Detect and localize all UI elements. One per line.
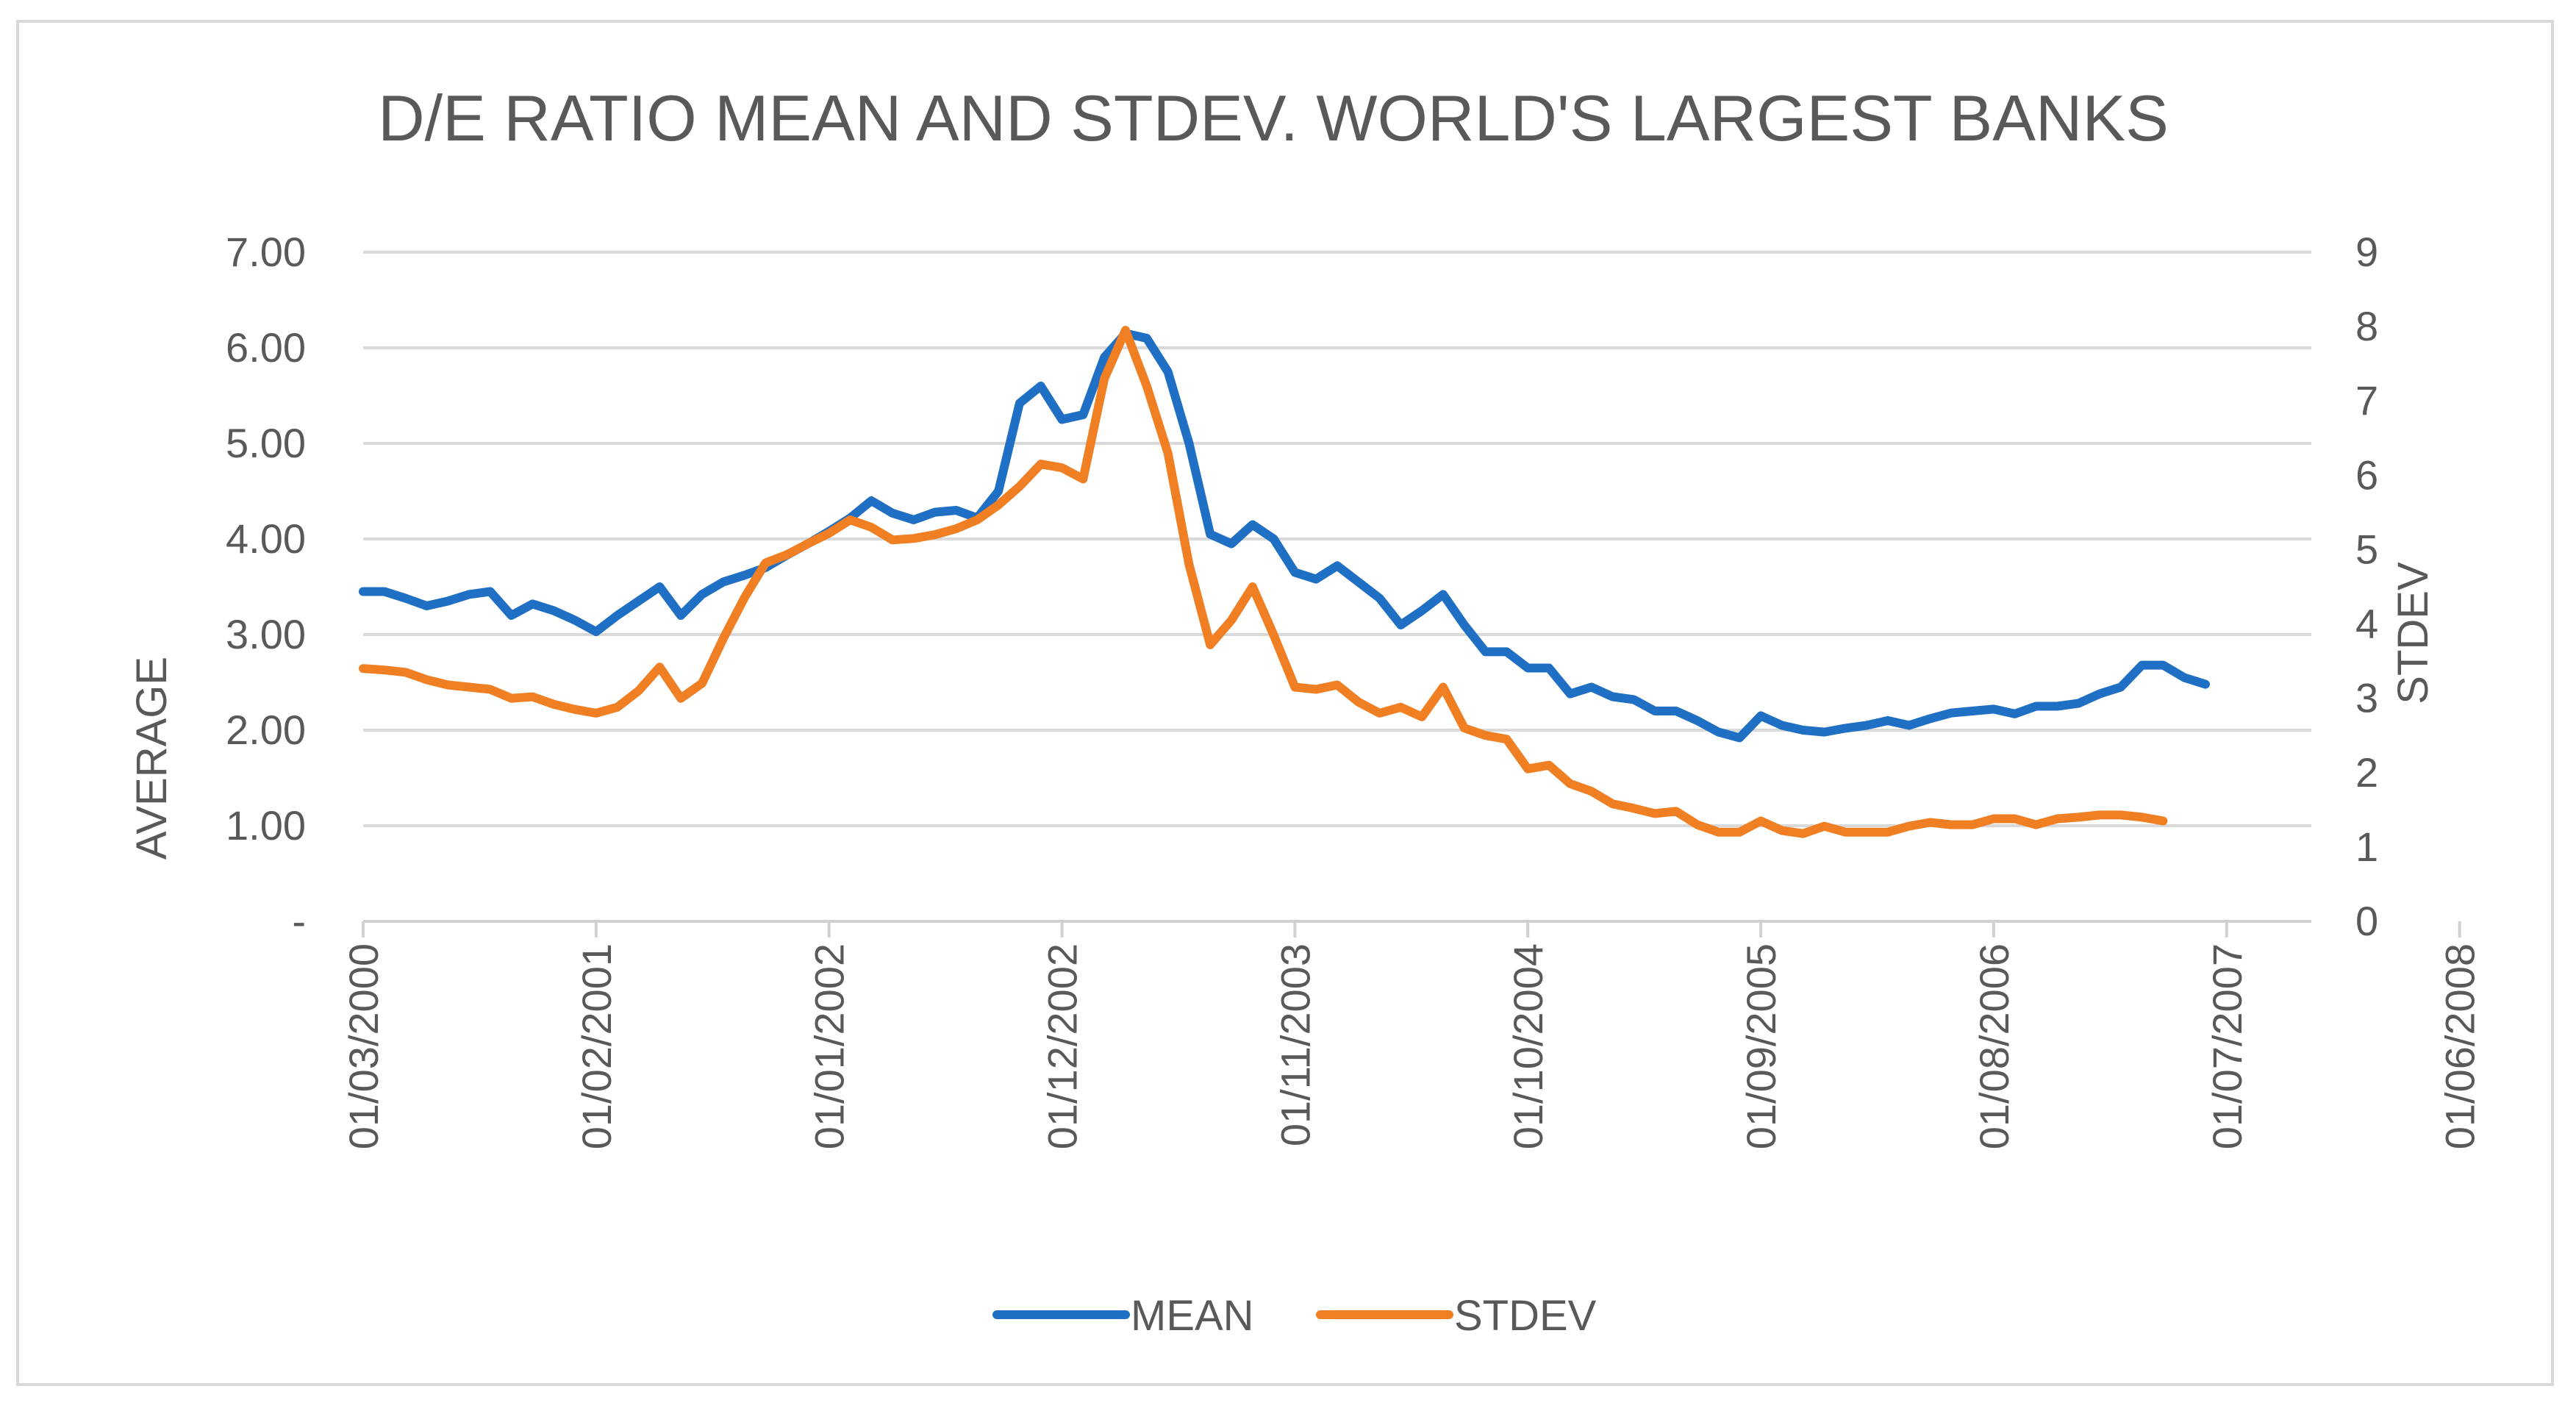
chart: D/E RATIO MEAN AND STDEV. WORLD'S LARGES… <box>128 82 2483 1340</box>
x-tick-label: 01/02/2001 <box>573 943 620 1149</box>
x-tick-label: 01/09/2005 <box>1738 943 1784 1149</box>
right-tick-label: 8 <box>2355 303 2378 349</box>
right-tick-label: 9 <box>2355 229 2378 275</box>
right-tick-label: 7 <box>2355 377 2378 424</box>
legend-label-stdev: STDEV <box>1454 1292 1597 1340</box>
right-tick-label: 3 <box>2355 675 2378 721</box>
left-tick-label: 4.00 <box>226 515 306 562</box>
left-tick-label: 2.00 <box>226 707 306 753</box>
right-tick-label: 0 <box>2355 898 2378 944</box>
left-tick-label: 1.00 <box>226 802 306 849</box>
x-axis-ticks: 01/03/2000 01/02/2001 01/01/2002 01/12/2002… <box>340 921 2483 1149</box>
legend: MEAN STDEV <box>992 1292 1597 1340</box>
right-axis-title: STDEV <box>2389 562 2437 704</box>
x-tick-label: 01/10/2004 <box>1505 943 1551 1149</box>
left-axis-title: AVERAGE <box>128 657 176 860</box>
left-tick-label: 7.00 <box>226 229 306 275</box>
left-tick-label: - <box>292 898 306 944</box>
right-tick-label: 6 <box>2355 451 2378 498</box>
series-lines <box>359 326 2210 838</box>
x-tick-label: 01/12/2002 <box>1040 943 1086 1149</box>
series-line-stdev <box>359 326 2168 838</box>
chart-title: D/E RATIO MEAN AND STDEV. WORLD'S LARGES… <box>378 82 2169 154</box>
right-tick-label: 1 <box>2355 824 2378 870</box>
series-line-mean <box>359 329 2210 743</box>
right-tick-label: 5 <box>2355 526 2378 572</box>
left-tick-label: 3.00 <box>226 611 306 657</box>
gridlines <box>363 251 2311 923</box>
right-tick-label: 2 <box>2355 749 2378 796</box>
x-tick-label: 01/01/2002 <box>806 943 853 1149</box>
left-tick-label: 5.00 <box>226 420 306 466</box>
left-tick-label: 6.00 <box>226 324 306 371</box>
chart-frame: D/E RATIO MEAN AND STDEV. WORLD'S LARGES… <box>16 20 2554 1386</box>
x-tick-label: 01/11/2003 <box>1272 943 1318 1146</box>
x-tick-label: 01/03/2000 <box>340 943 387 1149</box>
x-tick-label: 01/07/2007 <box>2204 943 2250 1149</box>
left-axis-ticks: - 1.00 2.00 3.00 4.00 5.00 6.00 7.00 <box>226 229 306 944</box>
right-tick-label: 4 <box>2355 601 2378 647</box>
x-tick-label: 01/08/2006 <box>1971 943 2017 1149</box>
x-tick-label: 01/06/2008 <box>2437 943 2483 1149</box>
legend-label-mean: MEAN <box>1131 1292 1254 1340</box>
right-axis-ticks: 0 1 2 3 4 5 6 7 8 9 <box>2355 229 2378 944</box>
